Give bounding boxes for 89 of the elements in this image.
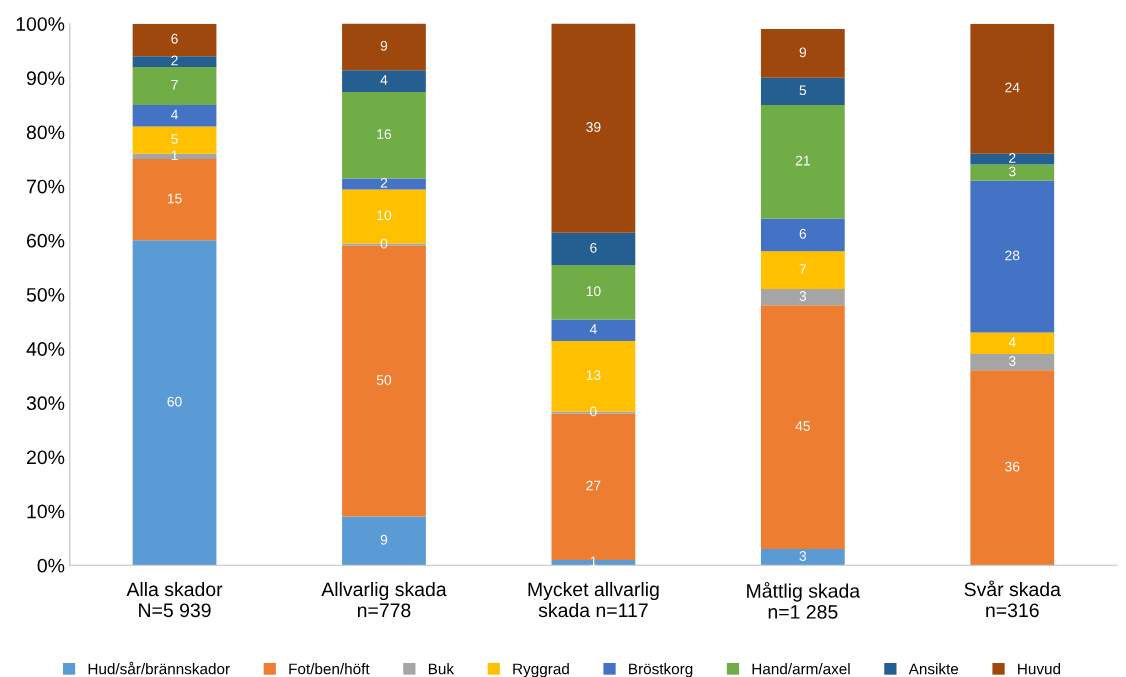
data-label: 10 — [377, 210, 392, 221]
data-label: 4 — [380, 75, 388, 85]
bar — [760, 305, 845, 550]
legend-label: Ryggrad — [513, 663, 569, 677]
legend-label: Ansikte — [908, 663, 959, 675]
legend-label: Huvud — [1018, 663, 1061, 675]
data-label: 2 — [171, 55, 178, 66]
bar — [551, 265, 636, 320]
y-tick-label: 90% — [26, 71, 65, 86]
data-label: 15 — [167, 193, 182, 204]
data-label: 9 — [799, 47, 807, 58]
legend-label: Hand/arm/axel — [752, 663, 850, 675]
data-label: 5 — [799, 85, 807, 96]
bar — [970, 153, 1055, 165]
bar — [970, 370, 1055, 566]
data-label: 60 — [167, 396, 182, 407]
x-tick-label: Mycket allvarlig skada n=117 — [528, 581, 659, 618]
y-tick-label: 60% — [27, 233, 65, 248]
bar — [342, 516, 426, 566]
y-tick-label: 20% — [27, 450, 65, 465]
bar — [132, 23, 217, 57]
data-label: 10 — [586, 286, 601, 297]
bar — [760, 29, 845, 78]
data-label: 0 — [380, 238, 388, 249]
bar — [760, 549, 845, 566]
legend-label: Bröstkorg — [629, 663, 693, 677]
data-label: 21 — [795, 155, 810, 166]
data-label: 4 — [1008, 337, 1016, 347]
data-label: 39 — [586, 122, 601, 132]
bar — [342, 178, 426, 190]
data-label: 50 — [376, 375, 392, 385]
data-label: 16 — [377, 129, 392, 139]
y-tick-label: 10% — [27, 504, 65, 519]
bar — [132, 56, 217, 68]
data-label: 7 — [799, 264, 806, 274]
y-tick-label: 40% — [26, 342, 65, 356]
y-tick-label: 50% — [26, 287, 65, 302]
bar — [551, 319, 636, 342]
data-label: 2 — [380, 177, 388, 188]
bar — [970, 164, 1055, 181]
bar — [132, 159, 217, 241]
bar — [132, 67, 217, 105]
bar — [132, 240, 217, 566]
data-label: 6 — [590, 242, 597, 253]
data-label: 9 — [380, 534, 388, 545]
data-label: 0 — [590, 406, 597, 417]
x-tick-label: Allvarlig skada n=778 — [321, 581, 447, 618]
y-tick-label: 80% — [26, 125, 65, 140]
legend-label: Buk — [428, 663, 455, 675]
data-label: 4 — [589, 324, 597, 334]
legend-label: Hud/sår/brännskador — [88, 661, 230, 675]
bar — [970, 354, 1055, 371]
bar — [342, 91, 426, 179]
bar — [760, 77, 845, 105]
bar — [551, 232, 636, 266]
x-tick-label: Svår skada n=316 — [964, 580, 1061, 618]
data-label: 3 — [799, 551, 807, 561]
y-tick-label: 0% — [37, 558, 65, 573]
data-label: 24 — [1005, 82, 1020, 93]
data-label: 36 — [1005, 461, 1020, 472]
bar — [760, 289, 845, 306]
x-tick-label: Alla skador N=5 939 — [126, 581, 223, 618]
bar — [970, 332, 1055, 355]
bar — [970, 23, 1055, 154]
data-label: 3 — [1008, 166, 1016, 177]
bar — [970, 180, 1055, 333]
data-label: 4 — [170, 109, 178, 120]
bar — [132, 104, 217, 127]
data-label: 7 — [171, 80, 178, 90]
data-label: 45 — [795, 421, 810, 431]
y-tick-label: 70% — [27, 179, 65, 194]
data-label: 9 — [380, 40, 388, 51]
y-tick-label: 30% — [26, 396, 65, 411]
x-tick-label: Måttlig skada n=1 285 — [747, 581, 861, 619]
data-label: 5 — [171, 134, 178, 144]
bar — [760, 218, 845, 252]
data-label: 6 — [171, 33, 178, 44]
data-label: 27 — [586, 480, 601, 491]
data-label: 3 — [799, 291, 807, 301]
data-label: 13 — [586, 370, 601, 380]
data-label: 28 — [1005, 250, 1020, 261]
data-label: 6 — [799, 228, 807, 239]
bar — [760, 251, 845, 290]
data-label: 3 — [1008, 356, 1016, 366]
data-label: 2 — [1009, 152, 1016, 163]
bar — [342, 70, 426, 92]
bar — [760, 104, 845, 219]
y-tick-label: 100% — [16, 17, 65, 31]
legend-label: Fot/ben/höft — [289, 663, 370, 675]
